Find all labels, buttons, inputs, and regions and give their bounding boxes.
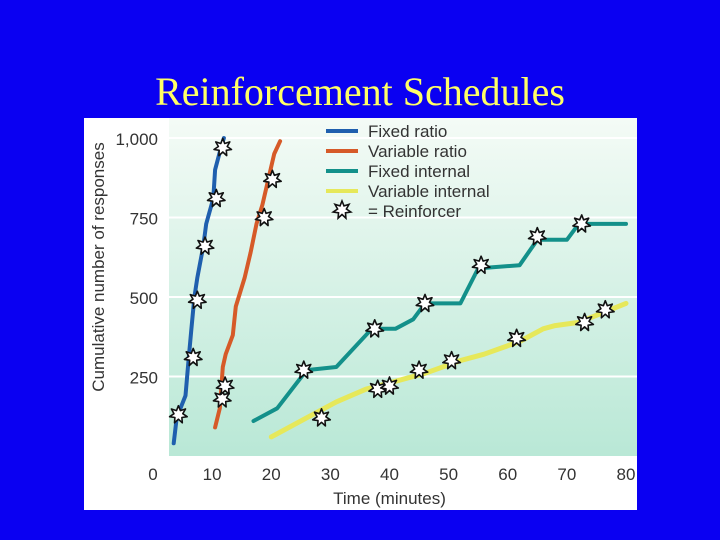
legend-label: Variable ratio: [368, 142, 467, 161]
reinforcer-marker: [409, 360, 429, 380]
reinforcer-marker: [254, 207, 274, 227]
reinforcer-marker: [506, 328, 527, 348]
reinforcer-marker: [183, 347, 203, 367]
reinforcer-marker: [206, 188, 226, 208]
reinforcer-marker: [168, 404, 188, 424]
reinforcer-marker: [574, 312, 595, 332]
reinforcer-marker: [572, 214, 592, 233]
slide-title: Reinforcement Schedules: [155, 69, 565, 114]
legend-label: Fixed internal: [368, 162, 470, 181]
reinforcer-marker: [471, 255, 491, 275]
x-tick-label: 60: [498, 465, 517, 484]
x-tick-label: 40: [380, 465, 399, 484]
chart-figure: 250 500 750 1,000 0 10 20 30 40 50 60 70 80 Time (mi…: [84, 118, 637, 510]
x-tick-label: 20: [262, 465, 281, 484]
tick-labels: 250 500 750 1,000 0 10 20 30 40 50 60 70 80: [115, 130, 635, 484]
reinforcer-marker: [441, 350, 462, 370]
legend-label: Fixed ratio: [368, 122, 447, 141]
series-line: [171, 136, 226, 446]
x-tick-label: 70: [557, 465, 576, 484]
reinforcer-marker: [527, 226, 547, 246]
legend-label: Variable internal: [368, 182, 490, 201]
chart-svg: 250 500 750 1,000 0 10 20 30 40 50 60 70 80 Time (mi…: [89, 118, 637, 508]
x-tick-label: 10: [203, 465, 222, 484]
reinforcer-marker: [195, 236, 215, 255]
plot-area: [169, 118, 637, 456]
x-tick-label: 50: [439, 465, 458, 484]
reinforcer-marker: [187, 290, 207, 310]
y-tick-label: 250: [130, 369, 158, 388]
reinforcer-marker: [595, 299, 615, 319]
y-tick-label: 1,000: [115, 130, 158, 149]
reinforcer-marker: [379, 376, 400, 395]
y-tick-label: 750: [130, 210, 158, 229]
y-axis-label: Cumulative number of responses: [89, 142, 108, 391]
legend-reinforcer-icon: [331, 198, 353, 221]
reinforcer-marker: [311, 407, 332, 427]
x-tick-label: 0: [148, 465, 157, 484]
reinforcer-marker: [215, 376, 235, 395]
reinforcer-marker: [262, 169, 282, 189]
x-axis-label: Time (minutes): [333, 489, 446, 508]
x-tick-label: 30: [321, 465, 340, 484]
reinforcer-marker: [415, 293, 435, 313]
reinforcer-marker: [365, 319, 385, 338]
x-tick-label: 80: [617, 465, 636, 484]
reinforcer-markers: [168, 137, 615, 427]
reinforcer-marker: [294, 360, 314, 380]
reinforcer-marker: [213, 137, 233, 157]
legend-label: = Reinforcer: [368, 202, 461, 221]
gridlines: [169, 137, 637, 378]
y-tick-label: 500: [130, 289, 158, 308]
reinforcer-marker: [212, 388, 232, 408]
series-line: [268, 300, 629, 440]
